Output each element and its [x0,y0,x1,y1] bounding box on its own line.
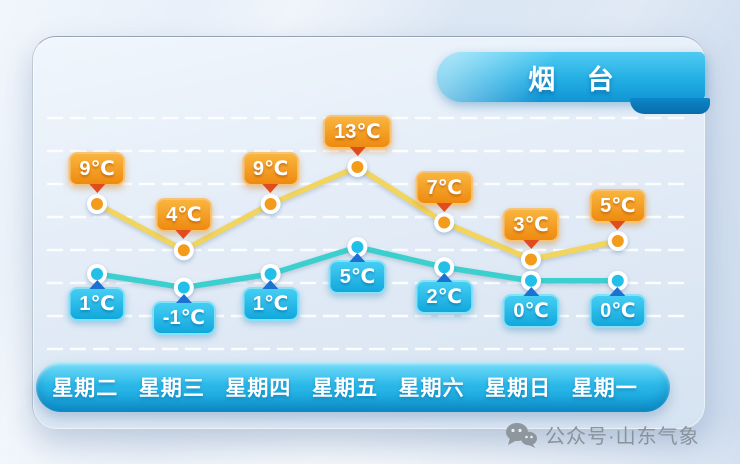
weekday-label-6: 星期一 [571,377,638,400]
temp-label-low-1: -1℃ [151,300,216,335]
weekday-label-2: 星期四 [225,377,292,400]
temp-label-high-1: 4℃ [155,198,213,233]
weekday-label-3: 星期五 [312,377,379,400]
temp-label-low-4: 2℃ [415,280,473,315]
weekday-label-0: 星期二 [52,377,119,400]
temp-label-low-2: 1℃ [241,287,300,321]
city-title: 烟 台 [528,64,626,95]
weekday-label-4: 星期六 [398,377,465,400]
weekday-label-5: 星期日 [485,377,552,400]
temp-label-low-3: 5℃ [328,260,387,294]
wechat-icon [506,422,537,448]
temp-label-high-2: 9℃ [241,152,300,186]
source-text: 公众号·山东气象 [545,426,700,448]
temp-label-low-5: 0℃ [502,293,560,328]
temp-label-low-6: 0℃ [589,293,647,328]
temp-label-high-5: 3℃ [502,207,560,242]
temp-label-high-4: 7℃ [415,170,473,205]
weekday-label-1: 星期三 [138,377,205,400]
city-ribbon: 烟 台 [437,52,710,114]
temp-label-high-3: 13℃ [323,115,392,149]
temp-label-high-6: 5℃ [589,189,647,223]
temp-label-low-0: 1℃ [68,287,126,321]
source-footer: 公众号·山东气象 [505,420,700,449]
temp-label-high-0: 9℃ [68,152,126,186]
weekday-bar: 星期二 星期三 星期四 星期五 星期六 星期日 星期一 [36,362,670,412]
